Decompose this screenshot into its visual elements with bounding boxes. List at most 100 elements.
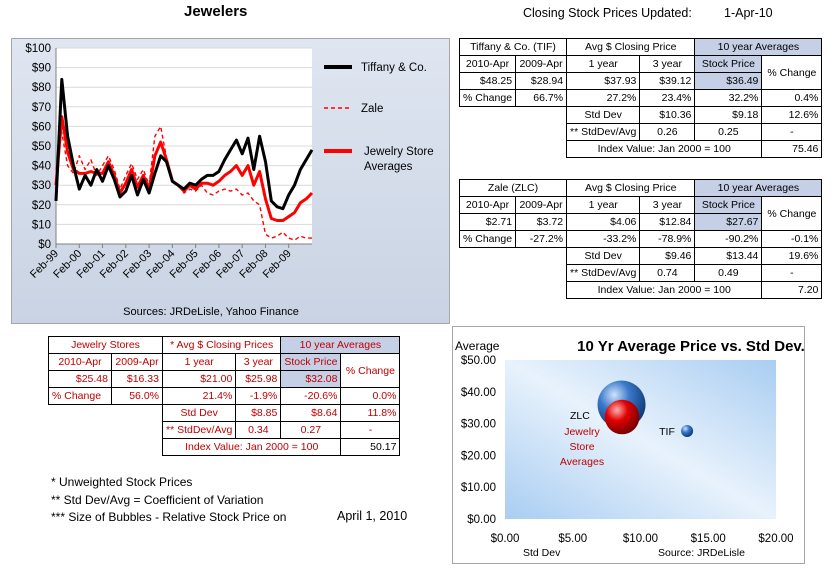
y-tick-label: $80 (32, 82, 51, 94)
price-line-chart-svg: $0$10$20$30$40$50$60$70$80$90$100Feb-99F… (25, 43, 434, 318)
tif-csp: 32.2% (694, 89, 763, 107)
legend-label-1: Zale (361, 103, 383, 115)
tif-sd-label: Std Dev (566, 106, 641, 124)
legend-label-2: Jewelry Store (364, 146, 434, 158)
zlc-cv3: - (761, 264, 823, 282)
bubble-y-tick: $30.00 (461, 419, 496, 431)
bubble-x-label: Std Dev (523, 547, 561, 559)
zlc-sd3: 19.6% (761, 247, 823, 265)
tif-sd2: $9.18 (694, 106, 763, 124)
zlc-sp: $27.67 (694, 213, 763, 231)
tif-tenyr-header: 10 year Averages (694, 38, 823, 56)
zlc-chg-label: % Change (458, 230, 517, 248)
jsa-idx: 50.17 (340, 438, 401, 456)
y-tick-label: $70 (32, 102, 51, 114)
y-tick-label: $90 (32, 63, 51, 75)
jsa-avg-header: * Avg $ Closing Prices (161, 336, 282, 354)
jsa-a1y: $21.00 (161, 370, 237, 388)
jsa-col-1y: 1 year (161, 353, 237, 371)
zlc-sd1: $9.46 (639, 247, 696, 265)
tif-idx: 75.46 (761, 140, 823, 158)
tif-col-2010: 2010-Apr (458, 55, 517, 73)
zlc-p2010: $2.71 (458, 213, 517, 231)
tif-avg-header: Avg $ Closing Price (566, 38, 696, 56)
jsa-c3y: -1.9% (235, 387, 282, 405)
footnotes: * Unweighted Stock Prices ** Std Dev/Avg… (51, 474, 286, 527)
tif-cpc: 0.4% (761, 89, 823, 107)
y-tick-label: $40 (32, 161, 51, 173)
jsa-tenyr-header: 10 year Averages (280, 336, 401, 354)
zlc-a1y: $4.06 (566, 213, 641, 231)
zlc-col-1y: 1 year (566, 196, 641, 214)
tif-col-2009: 2009-Apr (515, 55, 568, 73)
tif-col-pct: % Change (761, 55, 823, 90)
zlc-a3y: $12.84 (639, 213, 696, 231)
zlc-idx: 7.20 (761, 281, 823, 299)
zlc-c3y: -78.9% (639, 230, 696, 248)
zlc-idx-label: Index Value: Jan 2000 = 100 (566, 281, 763, 299)
jsa-col-2010: 2010-Apr (48, 353, 112, 371)
footnote-3: *** Size of Bubbles - Relative Stock Pri… (51, 510, 287, 524)
bubble-label-zlc: ZLC (570, 410, 590, 422)
updated-date: 1-Apr-10 (724, 6, 773, 20)
jsa-name: Jewelry Stores (48, 336, 163, 354)
zlc-p2009: $3.72 (515, 213, 568, 231)
footnote-1: * Unweighted Stock Prices (51, 475, 193, 489)
jsa-col-3y: 3 year (235, 353, 282, 371)
jsa-chg-label: % Change (48, 387, 112, 405)
zlc-chg: -27.2% (515, 230, 568, 248)
bubble-x-tick: $10.00 (623, 533, 658, 545)
bubble-chart: 10 Yr Average Price vs. Std Dev. Average $… (452, 326, 805, 564)
zlc-table: Zale (ZLC) Avg $ Closing Price 10 year A… (458, 179, 823, 299)
jsa-cv-label: ** StdDev/Avg (161, 421, 237, 439)
jsa-cv1: 0.34 (235, 421, 282, 439)
series-line-0 (54, 77, 314, 211)
tif-col-1y: 1 year (566, 55, 641, 73)
jsa-cpc: 0.0% (340, 387, 401, 405)
zlc-cv1: 0.74 (639, 264, 696, 282)
jsa-csp: -20.6% (280, 387, 342, 405)
jsa-chg: 56.0% (111, 387, 163, 405)
zlc-csp: -90.2% (694, 230, 763, 248)
zlc-sd2: $13.44 (694, 247, 763, 265)
jsa-cv2: 0.27 (280, 421, 342, 439)
bubble-x-tick: $5.00 (558, 533, 587, 545)
jsa-sd3: 11.8% (340, 404, 401, 422)
zlc-cv-label: ** StdDev/Avg (566, 264, 641, 282)
zlc-col-pct: % Change (761, 196, 823, 231)
chart-source: Sources: JRDeLisle, Yahoo Finance (123, 306, 299, 318)
jsa-a3y: $25.98 (235, 370, 282, 388)
zlc-name: Zale (ZLC) (458, 179, 568, 197)
jsa-sd2: $8.64 (280, 404, 342, 422)
legend-label-0: Tiffany & Co. (361, 62, 427, 74)
bubble-x-tick: $20.00 (758, 533, 793, 545)
zlc-col-stock: Stock Price (694, 196, 763, 214)
series-line-1 (55, 125, 312, 241)
tif-col-stock: Stock Price (694, 55, 763, 73)
bubble-y-tick: $40.00 (461, 387, 496, 399)
bubble-y-tick: $50.00 (461, 355, 496, 367)
tif-chg: 66.7% (515, 89, 568, 107)
tif-cv-label: ** StdDev/Avg (566, 123, 641, 141)
zlc-sd-label: Std Dev (566, 247, 641, 265)
bubble-label-jsa-0: Jewelry (564, 426, 600, 438)
page-title: Jewelers (184, 3, 248, 20)
zlc-cpc: -0.1% (761, 230, 823, 248)
jsa-col-stock: Stock Price (280, 353, 342, 371)
tif-sd1: $10.36 (639, 106, 696, 124)
jsa-col-pct: % Change (340, 353, 401, 388)
bubble-tif (681, 425, 694, 438)
zlc-col-2009: 2009-Apr (515, 196, 568, 214)
tif-p2009: $28.94 (515, 72, 568, 90)
bubble-x-tick: $0.00 (491, 533, 520, 545)
bubble-label-tif: TIF (659, 426, 675, 438)
jsa-idx-label: Index Value: Jan 2000 = 100 (161, 438, 342, 456)
footnote-date: April 1, 2010 (337, 509, 408, 523)
tif-p2010: $48.25 (458, 72, 517, 90)
jsa-p2010: $25.48 (48, 370, 112, 388)
y-tick-label: $20 (32, 200, 51, 212)
bubble-y-label: Average (455, 339, 500, 353)
bubble-chart-svg: 10 Yr Average Price vs. Std Dev. Average $… (455, 338, 804, 559)
jsa-sd-label: Std Dev (161, 404, 237, 422)
zlc-col-2010: 2010-Apr (458, 196, 517, 214)
